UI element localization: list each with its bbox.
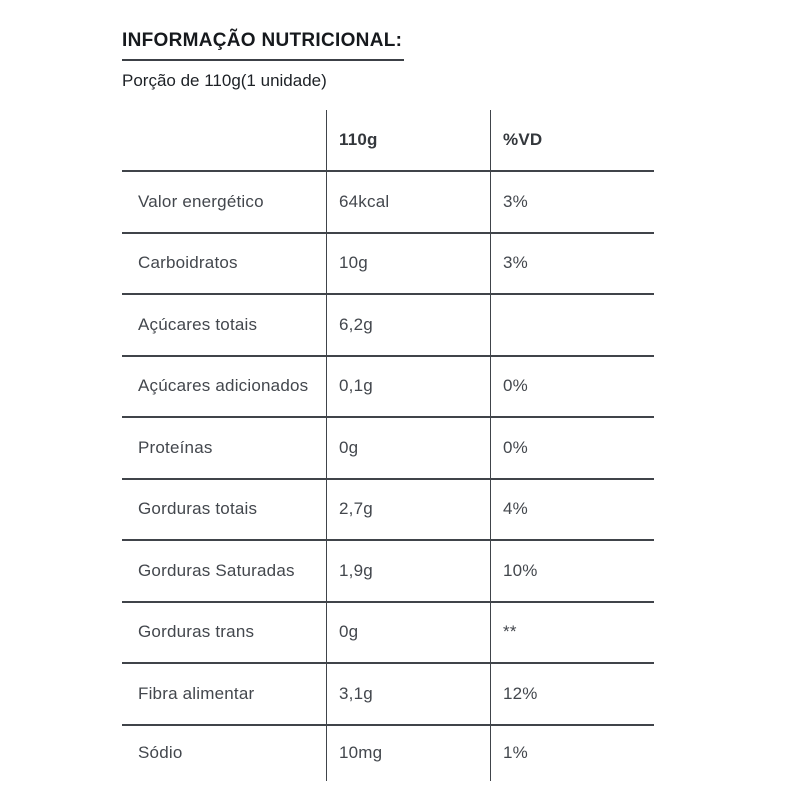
row-label: Fibra alimentar [138,683,255,703]
row-amount: 1,9g [326,541,490,601]
row-vd: 4% [490,479,654,539]
table-row: Sódio 10mg 1% [122,725,654,781]
row-amount: 3,1g [326,664,490,724]
table-row: Gorduras trans 0g ** [122,602,654,664]
row-label: Sódio [138,743,183,762]
table-header-row: 110g %VD [122,110,654,172]
row-amount: 10mg [326,725,490,781]
row-label: Açúcares adicionados [138,376,309,396]
nutrition-table-body: Valor energético 64kcal 3% Carboidratos 10g 3… [122,172,654,781]
row-label: Gorduras totais [138,499,258,519]
row-amount: 0g [326,602,490,662]
column-header-empty [122,110,326,170]
row-label: Valor energético [138,191,264,211]
table-row: Gorduras totais 2,7g 4% [122,479,654,541]
row-amount: 0,1g [326,356,490,416]
row-vd: 0% [490,356,654,416]
nutrition-table: 110g %VD Valor energético 64kcal 3% Carboid… [122,110,654,781]
row-label: Gorduras Saturadas [138,560,295,580]
row-vd: 10% [490,541,654,601]
nutrition-panel: INFORMAÇÃO NUTRICIONAL: Porção de 110g(1… [122,30,654,781]
row-amount: 0g [326,418,490,478]
row-vd: ** [490,602,654,662]
column-header-vd: %VD [490,110,654,170]
row-vd: 1% [490,725,654,781]
page-title: INFORMAÇÃO NUTRICIONAL: [122,30,405,61]
column-header-amount: 110g [326,110,490,170]
row-label: Gorduras trans [138,622,255,642]
row-label: Carboidratos [138,253,238,273]
row-vd: 3% [490,172,654,232]
row-label: Proteínas [138,437,213,457]
row-vd: 3% [490,233,654,293]
row-amount: 64kcal [326,172,490,232]
table-row: Gorduras Saturadas 1,9g 10% [122,541,654,603]
portion-text: Porção de 110g(1 unidade) [122,71,327,90]
row-vd: 0% [490,418,654,478]
row-vd [490,295,654,355]
row-amount: 10g [326,233,490,293]
row-amount: 6,2g [326,295,490,355]
table-row: Proteínas 0g 0% [122,418,654,480]
row-label: Açúcares totais [138,314,258,334]
row-vd: 12% [490,664,654,724]
table-row: Açúcares totais 6,2g [122,295,654,357]
table-row: Carboidratos 10g 3% [122,233,654,295]
table-row: Açúcares adicionados 0,1g 0% [122,356,654,418]
table-row: Valor energético 64kcal 3% [122,172,654,234]
table-row: Fibra alimentar 3,1g 12% [122,664,654,726]
row-amount: 2,7g [326,479,490,539]
